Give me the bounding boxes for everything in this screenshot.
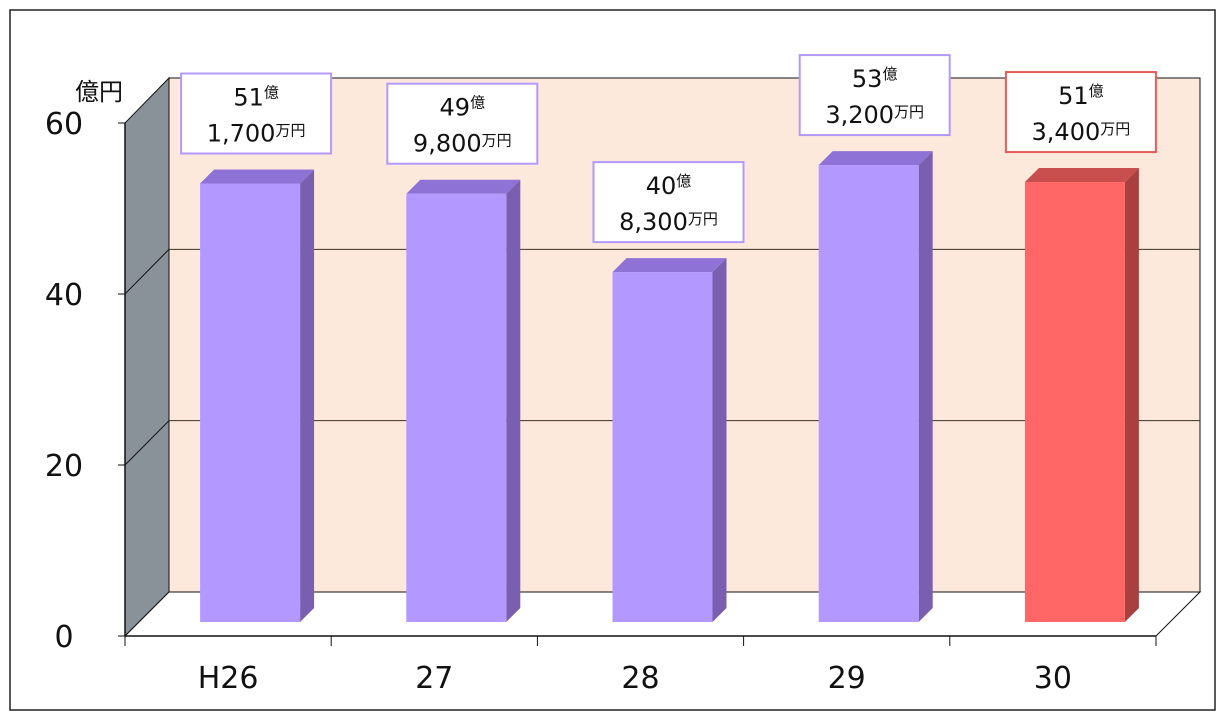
x-tick-label: 27 [415, 661, 453, 696]
data-label-oku: 51億 [233, 83, 279, 111]
y-ticks: 0 20 40 60 [45, 107, 125, 655]
data-label: 40億 8,300万円 [592, 161, 745, 244]
bar-top [200, 169, 315, 184]
data-label-oku: 40億 [646, 172, 692, 200]
data-label-box [592, 161, 745, 244]
bar-top [612, 258, 727, 273]
data-label-box [386, 82, 539, 165]
y-tick-label: 60 [45, 107, 83, 142]
data-label-man: 8,300万円 [619, 208, 718, 236]
data-label: 53億 3,200万円 [798, 54, 951, 137]
bar-side [1124, 168, 1139, 622]
data-label-box [798, 54, 951, 137]
gridline-side [124, 248, 170, 295]
side-wall [124, 76, 170, 638]
data-label-man: 9,800万円 [413, 130, 512, 158]
data-label-oku: 51億 [1058, 82, 1104, 110]
data-label-box [180, 72, 333, 155]
data-label-man: 3,400万円 [1032, 118, 1131, 146]
x-tick-label: 28 [621, 661, 659, 696]
y-tick-label: 20 [45, 449, 83, 484]
bars [200, 151, 1139, 622]
data-label-man: 1,700万円 [207, 119, 306, 147]
data-label: 49億 9,800万円 [386, 82, 539, 165]
x-tick-label: 29 [828, 661, 866, 696]
x-ticks: H26 27 28 29 30 [124, 636, 1157, 696]
x-tick-label: H26 [198, 661, 259, 696]
data-label: 51億 3,400万円 [1004, 71, 1157, 154]
bar-front [406, 193, 507, 622]
y-tick-label: 0 [54, 620, 73, 655]
bar-side [712, 258, 727, 622]
data-label: 51億 1,700万円 [180, 72, 333, 155]
bar [612, 258, 727, 622]
bar-side [506, 179, 521, 622]
bar-top [406, 179, 521, 194]
bar [818, 151, 933, 622]
data-label-oku: 53億 [852, 65, 898, 93]
x-tick-label: 30 [1034, 661, 1072, 696]
data-label-oku: 49億 [440, 94, 486, 122]
bar-top [818, 151, 933, 166]
bar-side [300, 169, 315, 622]
bar [406, 179, 521, 622]
bar-top [1024, 168, 1139, 183]
bar [200, 169, 315, 622]
bar-front [200, 183, 301, 622]
data-labels: 51億 1,700万円 49億 9,800万円 40億 8,300万円 53億 3,200万円… [180, 54, 1157, 244]
y-axis-unit: 億円 [75, 78, 123, 106]
bar-side [918, 151, 933, 622]
y-tick-label: 40 [45, 278, 83, 313]
data-label-man: 3,200万円 [825, 101, 924, 129]
bar-front [612, 272, 713, 622]
data-label-box [1004, 71, 1157, 154]
bar-front [818, 165, 919, 622]
gridline-side [124, 420, 170, 466]
bar-front [1024, 182, 1125, 622]
bar [1024, 168, 1139, 622]
